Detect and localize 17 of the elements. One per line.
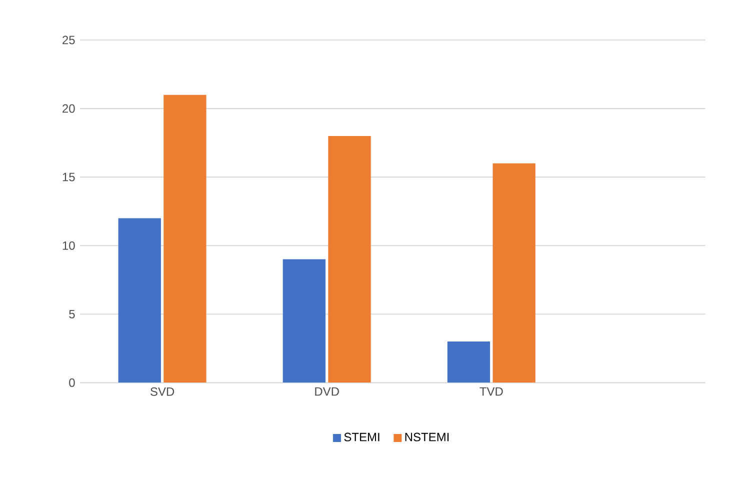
y-tick-label: 10 [62, 242, 75, 250]
x-tick-label: SVD [150, 388, 174, 396]
y-tick-label: 0 [69, 378, 75, 388]
y-tick-label: 5 [69, 310, 75, 318]
bar [328, 136, 371, 383]
legend-label: STEMI [344, 432, 380, 442]
bar [282, 259, 326, 383]
bar [447, 342, 490, 383]
legend-label: NSTEMI [405, 432, 449, 442]
y-tick-label: 25 [62, 36, 75, 44]
x-tick-label: TVD [480, 388, 503, 396]
x-tick-label: DVD [315, 388, 339, 396]
y-tick-label: 20 [62, 104, 75, 113]
bar [164, 94, 206, 383]
y-tick-label: 15 [62, 173, 75, 182]
bar [492, 164, 536, 383]
bar [118, 218, 161, 383]
